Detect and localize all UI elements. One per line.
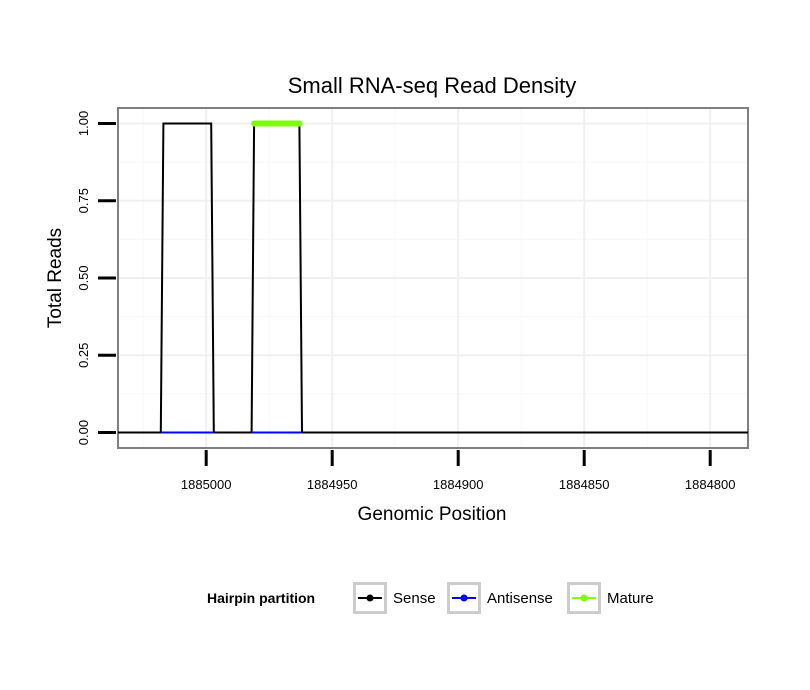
x-tick-label: 1884950 xyxy=(307,477,358,492)
y-tick-label: 1.00 xyxy=(76,111,91,136)
y-tick-label: 0.25 xyxy=(76,343,91,368)
x-tick-label: 1884900 xyxy=(433,477,484,492)
grid-lines xyxy=(119,109,747,447)
y-axis-title: Total Reads xyxy=(45,228,66,328)
x-tick-label: 1885000 xyxy=(181,477,232,492)
series-sense-line xyxy=(118,122,748,434)
legend-label: Antisense xyxy=(487,590,553,607)
x-axis-title: Genomic Position xyxy=(358,504,507,525)
y-axis: 0.00 0.25 0.50 0.75 1.00 xyxy=(76,111,116,445)
y-tick-label: 0.75 xyxy=(76,188,91,213)
y-tick-label: 0.00 xyxy=(76,420,91,445)
legend-label: Mature xyxy=(607,590,654,607)
chart-title: Small RNA-seq Read Density xyxy=(288,73,577,98)
legend-label: Sense xyxy=(393,590,436,607)
legend-key-point xyxy=(580,594,588,602)
legend-title: Hairpin partition xyxy=(207,590,315,606)
legend-key-point xyxy=(366,594,374,602)
x-tick-label: 1884800 xyxy=(685,477,736,492)
x-tick-label: 1884850 xyxy=(559,477,610,492)
series-layer xyxy=(118,120,748,434)
legend-key-point xyxy=(460,594,468,602)
y-tick-label: 0.50 xyxy=(76,265,91,290)
legend: Hairpin partition Sense Antisense Mature xyxy=(207,582,654,614)
x-axis: 1885000 1884950 1884900 1884850 1884800 xyxy=(181,450,736,492)
